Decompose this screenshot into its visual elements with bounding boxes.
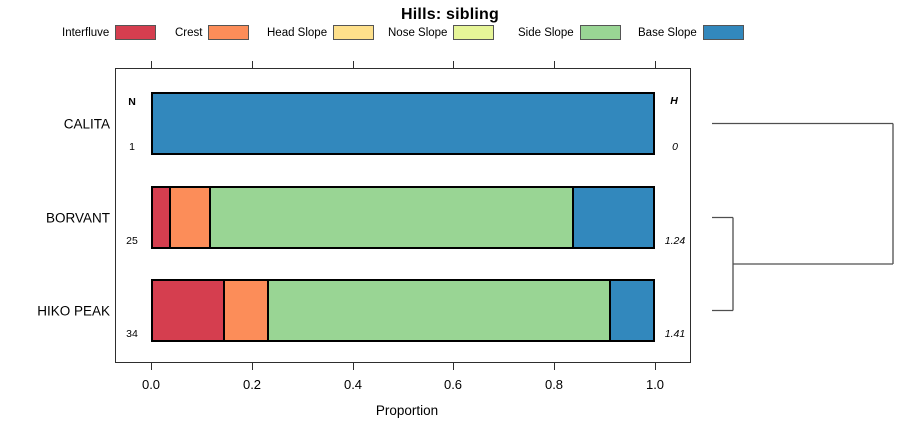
legend-swatch-interfluve — [115, 25, 157, 40]
h-value: 0 — [672, 141, 678, 153]
h-column-header: H — [670, 95, 678, 107]
legend-item-head-slope: Head Slope — [267, 25, 375, 40]
x-tick-label: 1.0 — [645, 377, 665, 392]
legend-label: Crest — [175, 26, 203, 39]
legend-item-base-slope: Base Slope — [638, 25, 744, 40]
x-tick-label: 0.2 — [242, 377, 262, 392]
h-value: 1.41 — [664, 328, 686, 340]
bar-segment-crest — [223, 279, 269, 342]
x-tick-label: 0.6 — [443, 377, 463, 392]
bar-segment-base-slope — [572, 186, 655, 249]
axis-tick-top — [655, 61, 656, 68]
n-value: 34 — [126, 328, 138, 340]
axis-tick-bottom — [151, 363, 152, 370]
axis-tick-bottom — [353, 363, 354, 370]
bar-row-calita — [151, 92, 655, 155]
x-tick-label: 0.4 — [343, 377, 363, 392]
axis-tick-top — [151, 61, 152, 68]
legend-swatch-nose-slope — [453, 25, 495, 40]
legend-swatch-crest — [208, 25, 250, 40]
n-value: 25 — [126, 235, 138, 247]
legend-swatch-side-slope — [579, 25, 621, 40]
n-column-header: N — [128, 96, 136, 108]
row-label-hiko-peak: HIKO PEAK — [37, 303, 110, 318]
legend-swatch-head-slope — [333, 25, 375, 40]
bar-segment-crest — [169, 186, 211, 249]
x-tick-label: 0.8 — [544, 377, 564, 392]
bar-segment-side-slope — [267, 279, 611, 342]
axis-tick-bottom — [252, 363, 253, 370]
bar-segment-interfluve — [151, 279, 225, 342]
legend-item-interfluve: Interfluve — [62, 25, 157, 40]
legend-swatch-base-slope — [702, 25, 744, 40]
x-tick-label: 0.0 — [141, 377, 161, 392]
axis-tick-bottom — [554, 363, 555, 370]
bar-row-hiko-peak — [151, 279, 655, 342]
axis-tick-top — [252, 61, 253, 68]
bar-segment-side-slope — [209, 186, 574, 249]
axis-tick-top — [353, 61, 354, 68]
legend-label: Nose Slope — [388, 26, 448, 39]
bar-row-borvant — [151, 186, 655, 249]
axis-tick-bottom — [453, 363, 454, 370]
x-axis-title: Proportion — [375, 403, 439, 418]
axis-tick-top — [554, 61, 555, 68]
bar-segment-base-slope — [609, 279, 655, 342]
legend-label: Interfluve — [62, 26, 110, 39]
legend-label: Side Slope — [518, 26, 574, 39]
legend-item-crest: Crest — [175, 25, 250, 40]
legend-item-nose-slope: Nose Slope — [388, 25, 495, 40]
legend-label: Head Slope — [267, 26, 328, 39]
legend-item-side-slope: Side Slope — [518, 25, 621, 40]
chart-title: Hills: sibling — [401, 6, 499, 23]
row-label-borvant: BORVANT — [45, 210, 110, 225]
plot-area — [115, 68, 691, 363]
axis-tick-top — [453, 61, 454, 68]
n-value: 1 — [129, 141, 135, 153]
bar-segment-base-slope — [151, 92, 655, 155]
bar-segment-interfluve — [151, 186, 171, 249]
legend-label: Base Slope — [638, 26, 697, 39]
axis-tick-bottom — [655, 363, 656, 370]
h-value: 1.24 — [664, 235, 686, 247]
row-label-calita: CALITA — [63, 116, 110, 131]
